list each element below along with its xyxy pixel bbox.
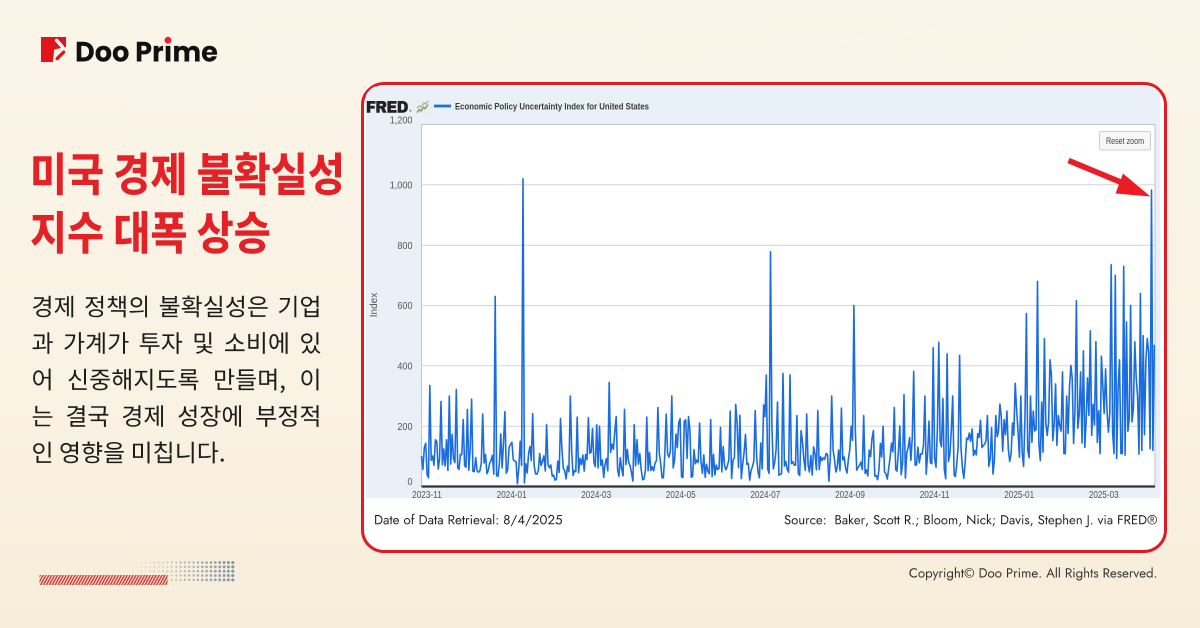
svg-text:600: 600 xyxy=(397,301,412,312)
svg-text:1,000: 1,000 xyxy=(390,180,413,191)
svg-text:1,200: 1,200 xyxy=(390,116,413,127)
svg-text:0: 0 xyxy=(408,477,413,488)
svg-text:200: 200 xyxy=(397,422,412,433)
svg-text:2024-05: 2024-05 xyxy=(666,490,696,501)
svg-text:2024-09: 2024-09 xyxy=(835,490,865,501)
svg-text:Reset zoom: Reset zoom xyxy=(1106,136,1144,147)
svg-text:2023-11: 2023-11 xyxy=(412,490,442,501)
svg-text:2024-03: 2024-03 xyxy=(581,490,611,501)
svg-text:2025-03: 2025-03 xyxy=(1089,490,1119,501)
svg-text:2024-07: 2024-07 xyxy=(751,490,781,501)
svg-text:800: 800 xyxy=(397,241,412,252)
svg-text:2024-11: 2024-11 xyxy=(920,490,950,501)
svg-text:400: 400 xyxy=(397,361,412,372)
svg-text:Index: Index xyxy=(369,293,380,317)
svg-text:2024-01: 2024-01 xyxy=(497,490,527,501)
svg-text:Economic Policy Uncertainty In: Economic Policy Uncertainty Index for Un… xyxy=(455,101,649,111)
svg-text:2025-01: 2025-01 xyxy=(1004,490,1034,501)
